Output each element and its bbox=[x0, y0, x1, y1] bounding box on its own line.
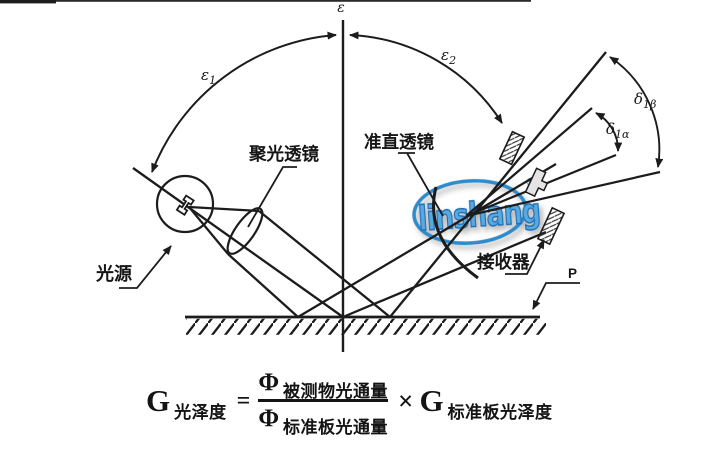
condenser-lens-leader bbox=[247, 166, 297, 228]
formula-equals: = bbox=[236, 387, 251, 414]
watermark-logo: linshang ® bbox=[412, 175, 542, 245]
reflected-ray-steep bbox=[389, 51, 607, 318]
epsilon1-label: ε1 bbox=[201, 66, 216, 87]
light-source-circle bbox=[155, 174, 215, 234]
receiver-label: 接收器 bbox=[477, 252, 530, 272]
lamp-filament-icon bbox=[175, 194, 195, 216]
receiver-element bbox=[536, 206, 566, 246]
formula-denominator-subscript: 标准板光通量 bbox=[283, 418, 389, 437]
epsilon1-angle-arc bbox=[151, 31, 337, 173]
receiver-leader bbox=[505, 239, 545, 275]
incident-beam-edge-lower bbox=[227, 253, 299, 318]
formula-row: G 光泽度 = Φ 被测物光通量 Φ 标准板光通量 × G 标准板光泽度 bbox=[146, 369, 553, 437]
watermark-ellipse bbox=[412, 179, 528, 245]
diverging-ray-upper bbox=[188, 205, 260, 213]
delta-beta-angle-arc bbox=[609, 56, 664, 168]
formula-g-subscript: 光泽度 bbox=[174, 402, 227, 422]
formula-phi-denominator: Φ bbox=[258, 405, 280, 432]
formula-fraction-bar bbox=[258, 399, 389, 402]
top-edge-artifact bbox=[0, 0, 531, 2]
formula-times: × bbox=[398, 385, 414, 416]
incident-axis-ray bbox=[132, 167, 344, 318]
formula-numerator-subscript: 被测物光通量 bbox=[283, 382, 389, 401]
formula-g2-symbol: G bbox=[419, 383, 444, 418]
watermark-text: linshang bbox=[417, 191, 541, 239]
slit-plate bbox=[524, 167, 549, 198]
collimating-lens-arc bbox=[432, 186, 479, 280]
epsilon-label: ε bbox=[337, 0, 345, 16]
light-source-label: 光源 bbox=[95, 263, 132, 284]
collimating-lens-label: 准直透镜 bbox=[364, 132, 434, 152]
aperture-stop bbox=[498, 130, 526, 166]
reflected-ray-to-receiver bbox=[342, 230, 547, 319]
formula-g-symbol: G bbox=[146, 383, 171, 418]
formula-numerator: Φ 被测物光通量 bbox=[258, 369, 388, 401]
condenser-lens-ellipse bbox=[226, 207, 264, 255]
surface-hatching bbox=[186, 318, 546, 335]
light-source-leader bbox=[119, 245, 172, 289]
delta-alpha-label: δ1α bbox=[606, 120, 630, 141]
fan-ray-beta-lower bbox=[465, 170, 661, 218]
epsilon2-angle-arc bbox=[349, 31, 503, 124]
surface-p-label: P bbox=[568, 266, 577, 281]
formula-fraction: Φ 被测物光通量 Φ 标准板光通量 bbox=[258, 369, 389, 437]
formula-denominator: Φ 标准板光通量 bbox=[258, 405, 388, 437]
epsilon2-label: ε2 bbox=[441, 46, 456, 67]
gloss-formula: G 光泽度 = Φ 被测物光通量 Φ 标准板光通量 × G 标准板光泽度 bbox=[146, 358, 586, 444]
formula-phi-numerator: Φ bbox=[258, 369, 280, 396]
diverging-ray-lower bbox=[188, 206, 229, 255]
formula-g2-subscript: 标准板光泽度 bbox=[447, 402, 553, 422]
incident-beam-edge-upper bbox=[258, 210, 391, 318]
reflected-ray-mid bbox=[297, 163, 557, 318]
fan-ray-alpha-upper bbox=[465, 107, 593, 217]
delta-beta-label: δ1β bbox=[634, 90, 656, 111]
collimating-lens-leader bbox=[398, 152, 444, 217]
condenser-lens-label: 聚光透镜 bbox=[248, 144, 319, 164]
top-left-artifact bbox=[0, 0, 56, 4]
surface-p-leader bbox=[532, 282, 580, 310]
